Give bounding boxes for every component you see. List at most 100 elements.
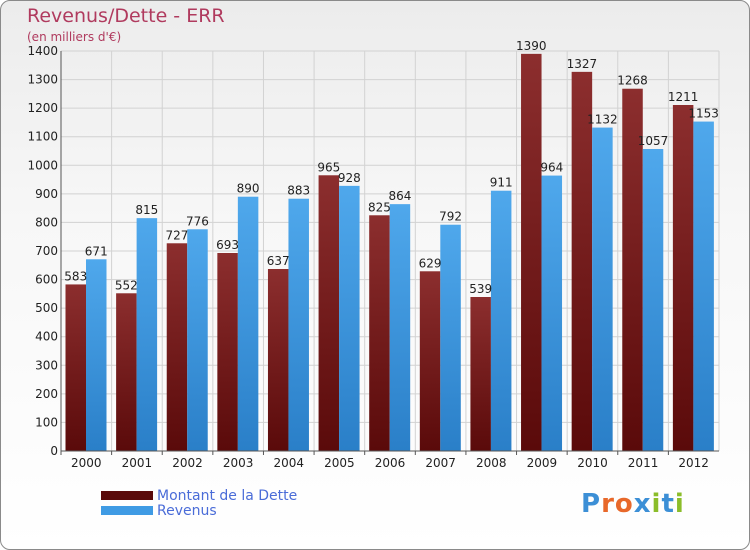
y-tick-label: 400 xyxy=(35,330,58,344)
logo-letter: i xyxy=(674,489,685,519)
x-tick-label: 2007 xyxy=(425,456,456,470)
data-label-dette: 1211 xyxy=(668,90,699,104)
x-tick-label: 2010 xyxy=(577,456,608,470)
y-tick-label: 200 xyxy=(35,387,58,401)
data-label-revenus: 964 xyxy=(540,161,563,175)
logo-letter: r xyxy=(601,489,615,519)
data-label-revenus: 1132 xyxy=(587,113,618,127)
y-tick-label: 1000 xyxy=(27,158,58,172)
legend-item-revenus: Revenus xyxy=(101,502,297,519)
logo-letter: i xyxy=(651,489,662,519)
legend-swatch-debt xyxy=(101,491,153,500)
y-tick-label: 1400 xyxy=(27,44,58,58)
data-label-dette: 552 xyxy=(115,278,138,292)
data-label-revenus: 928 xyxy=(338,171,361,185)
y-tick-label: 900 xyxy=(35,187,58,201)
x-tick-label: 2009 xyxy=(527,456,558,470)
bar-revenus xyxy=(642,149,664,451)
x-tick-label: 2001 xyxy=(122,456,153,470)
bar-dette xyxy=(622,88,643,451)
y-tick-label: 600 xyxy=(35,273,58,287)
legend: Montant de la Dette Revenus xyxy=(101,487,298,519)
data-label-revenus: 792 xyxy=(439,210,462,224)
bar-revenus xyxy=(592,127,613,452)
data-label-revenus: 1153 xyxy=(688,107,719,121)
bar-dette xyxy=(521,53,542,451)
y-tick-label: 0 xyxy=(50,444,58,458)
logo-letter: x xyxy=(633,489,652,519)
bar-dette xyxy=(419,271,441,451)
logo-letter: o xyxy=(614,489,634,519)
data-label-revenus: 1057 xyxy=(638,134,669,148)
data-label-revenus: 864 xyxy=(388,189,411,203)
proxiti-logo: Proxiti xyxy=(581,489,685,519)
bar-dette xyxy=(166,243,188,451)
bar-revenus xyxy=(693,121,714,452)
y-tick-label: 500 xyxy=(35,301,58,315)
data-label-dette: 539 xyxy=(469,282,492,296)
bar-revenus xyxy=(440,224,461,451)
y-tick-label: 1100 xyxy=(27,130,58,144)
data-label-dette: 1390 xyxy=(516,39,547,53)
x-tick-label: 2005 xyxy=(324,456,355,470)
bar-revenus xyxy=(288,198,309,451)
bar-revenus xyxy=(86,259,107,451)
y-tick-label: 1200 xyxy=(27,101,58,115)
x-tick-label: 2012 xyxy=(678,456,709,470)
x-tick-label: 2008 xyxy=(476,456,507,470)
chart-title: Revenus/Dette - ERR xyxy=(27,5,225,27)
y-tick-label: 700 xyxy=(35,244,58,258)
y-tick-label: 100 xyxy=(35,415,58,429)
data-label-dette: 1268 xyxy=(617,74,648,88)
bar-dette xyxy=(369,215,390,451)
data-label-dette: 1327 xyxy=(567,57,598,71)
axes: 0 100 200 300 400 500 600 700 800 900 1000 1100 1200… xyxy=(27,44,719,470)
bar-revenus xyxy=(490,190,512,451)
data-label-dette: 825 xyxy=(368,200,391,214)
data-label-revenus: 890 xyxy=(237,182,260,196)
x-tick-label: 2002 xyxy=(172,456,203,470)
bar-revenus xyxy=(237,196,259,451)
x-tick-label: 2011 xyxy=(628,456,659,470)
bar-dette xyxy=(116,293,137,451)
data-label-dette: 583 xyxy=(64,269,87,283)
data-label-revenus: 883 xyxy=(287,184,310,198)
data-label-revenus: 911 xyxy=(490,176,513,190)
bar-dette xyxy=(65,284,86,451)
data-label-revenus: 776 xyxy=(186,214,209,228)
data-label-dette: 629 xyxy=(419,256,442,270)
data-label-revenus: 671 xyxy=(85,244,108,258)
bar-revenus xyxy=(541,175,563,452)
logo-letter: P xyxy=(581,489,602,519)
chart-subtitle: (en milliers d'€) xyxy=(27,30,122,44)
data-label-dette: 965 xyxy=(317,160,340,174)
bar-revenus xyxy=(339,185,360,451)
legend-label-debt: Montant de la Dette xyxy=(157,487,298,504)
data-label-dette: 693 xyxy=(216,238,239,252)
y-tick-label: 1300 xyxy=(27,73,58,87)
bar-revenus xyxy=(136,218,158,451)
legend-item-debt: Montant de la Dette xyxy=(101,487,298,504)
legend-swatch-revenus xyxy=(101,506,153,515)
legend-label-revenus: Revenus xyxy=(157,502,217,519)
bar-dette xyxy=(217,253,238,451)
x-tick-label: 2006 xyxy=(375,456,406,470)
bar-revenus xyxy=(187,229,208,451)
bar-dette xyxy=(672,105,694,451)
logo-letter: t xyxy=(661,489,675,519)
bar-dette xyxy=(318,175,340,452)
bars-group xyxy=(65,53,714,452)
data-label-dette: 637 xyxy=(267,254,290,268)
y-tick-label: 800 xyxy=(35,215,58,229)
x-tick-label: 2004 xyxy=(273,456,304,470)
bar-dette xyxy=(267,269,289,451)
bar-dette xyxy=(470,297,491,451)
data-label-revenus: 815 xyxy=(135,203,158,217)
bar-revenus xyxy=(389,204,411,451)
x-tick-label: 2000 xyxy=(71,456,102,470)
y-tick-label: 300 xyxy=(35,358,58,372)
x-tick-label: 2003 xyxy=(223,456,254,470)
